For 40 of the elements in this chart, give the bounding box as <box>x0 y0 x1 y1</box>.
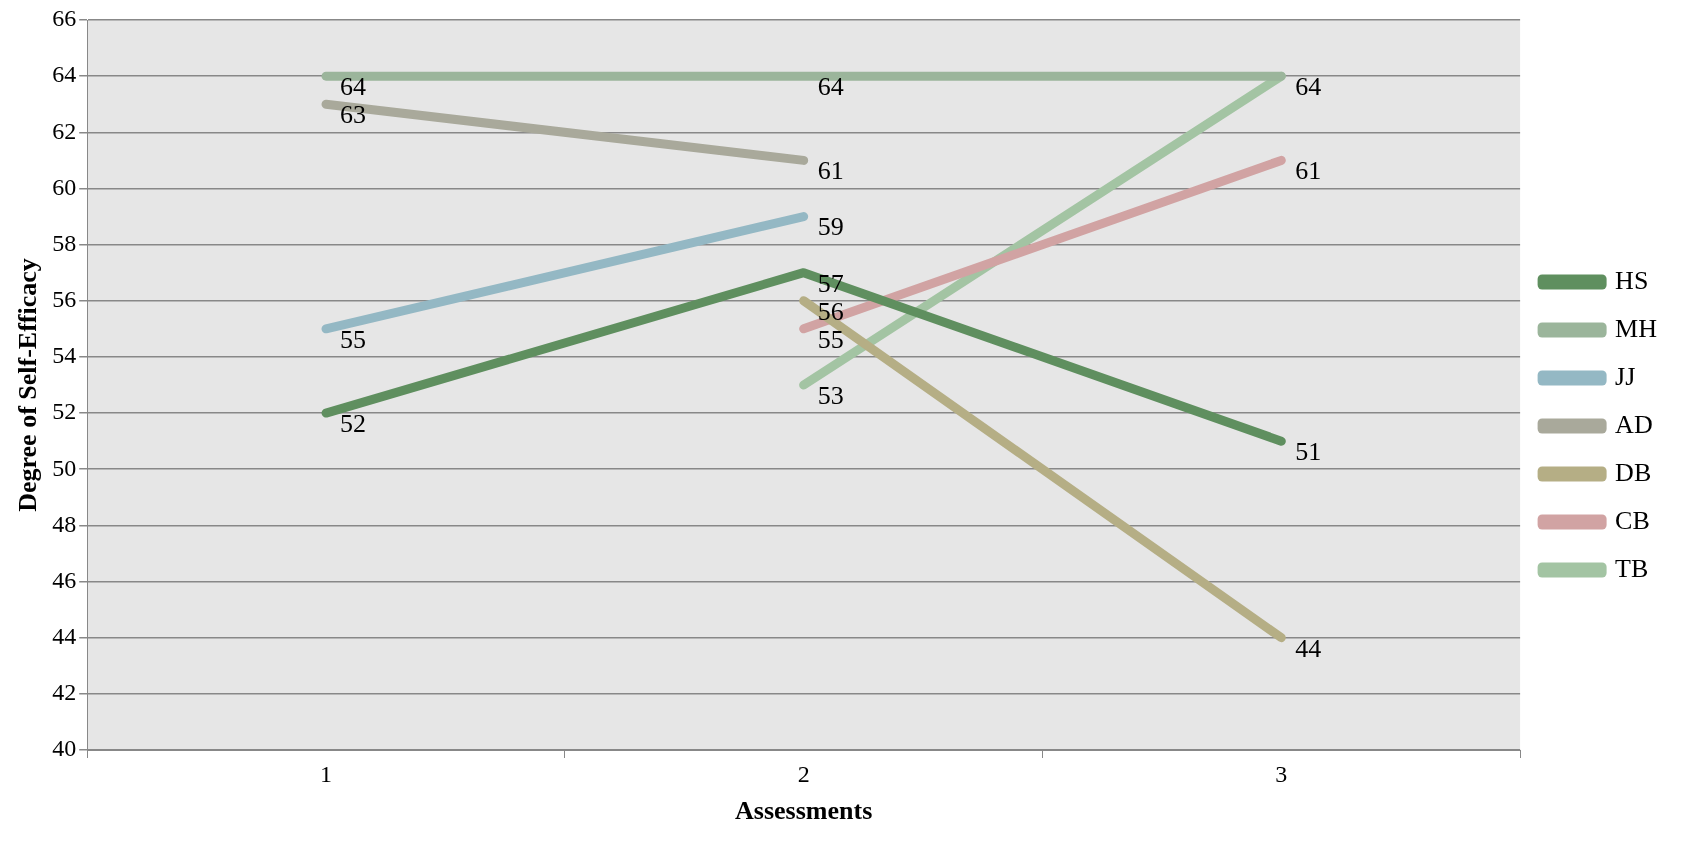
y-tick-label: 62 <box>52 117 77 144</box>
y-tick-label: 56 <box>52 286 77 313</box>
legend-label: JJ <box>1615 361 1636 391</box>
y-tick-label: 54 <box>52 342 77 369</box>
y-tick-label: 44 <box>52 622 77 649</box>
y-tick-label: 46 <box>52 566 77 593</box>
data-label: 51 <box>1295 436 1322 466</box>
y-tick-label: 42 <box>52 679 77 706</box>
data-label: 63 <box>340 100 367 130</box>
data-label: 59 <box>817 212 844 242</box>
data-label: 55 <box>340 324 367 354</box>
data-label: 56 <box>817 296 844 326</box>
y-tick-label: 66 <box>52 5 77 32</box>
y-tick-label: 58 <box>52 229 77 256</box>
data-label: 53 <box>817 380 844 410</box>
legend-label: TB <box>1615 553 1649 583</box>
data-label: 64 <box>340 71 367 101</box>
y-axis-title: Degree of Self-Efficacy <box>13 258 43 512</box>
data-label: 61 <box>1295 156 1322 186</box>
legend-label: HS <box>1615 265 1649 295</box>
y-tick-label: 60 <box>52 173 77 200</box>
data-label: 44 <box>1295 633 1322 663</box>
y-tick-label: 50 <box>52 454 77 481</box>
x-tick-label: 2 <box>797 760 810 787</box>
data-label: 64 <box>1295 71 1322 101</box>
y-tick-label: 64 <box>52 61 77 88</box>
legend-label: CB <box>1615 505 1650 535</box>
data-label: 55 <box>817 324 844 354</box>
data-label: 61 <box>817 156 844 186</box>
data-label: 52 <box>340 408 367 438</box>
y-tick-label: 48 <box>52 510 77 537</box>
x-tick-label: 1 <box>320 760 333 787</box>
data-label: 64 <box>817 71 844 101</box>
legend-label: DB <box>1615 457 1652 487</box>
y-tick-label: 52 <box>52 398 77 425</box>
x-tick-label: 3 <box>1275 760 1288 787</box>
x-axis-title: Assessments <box>735 796 873 826</box>
y-tick-label: 40 <box>52 735 77 762</box>
legend-label: AD <box>1615 409 1653 439</box>
legend-label: MH <box>1615 313 1658 343</box>
